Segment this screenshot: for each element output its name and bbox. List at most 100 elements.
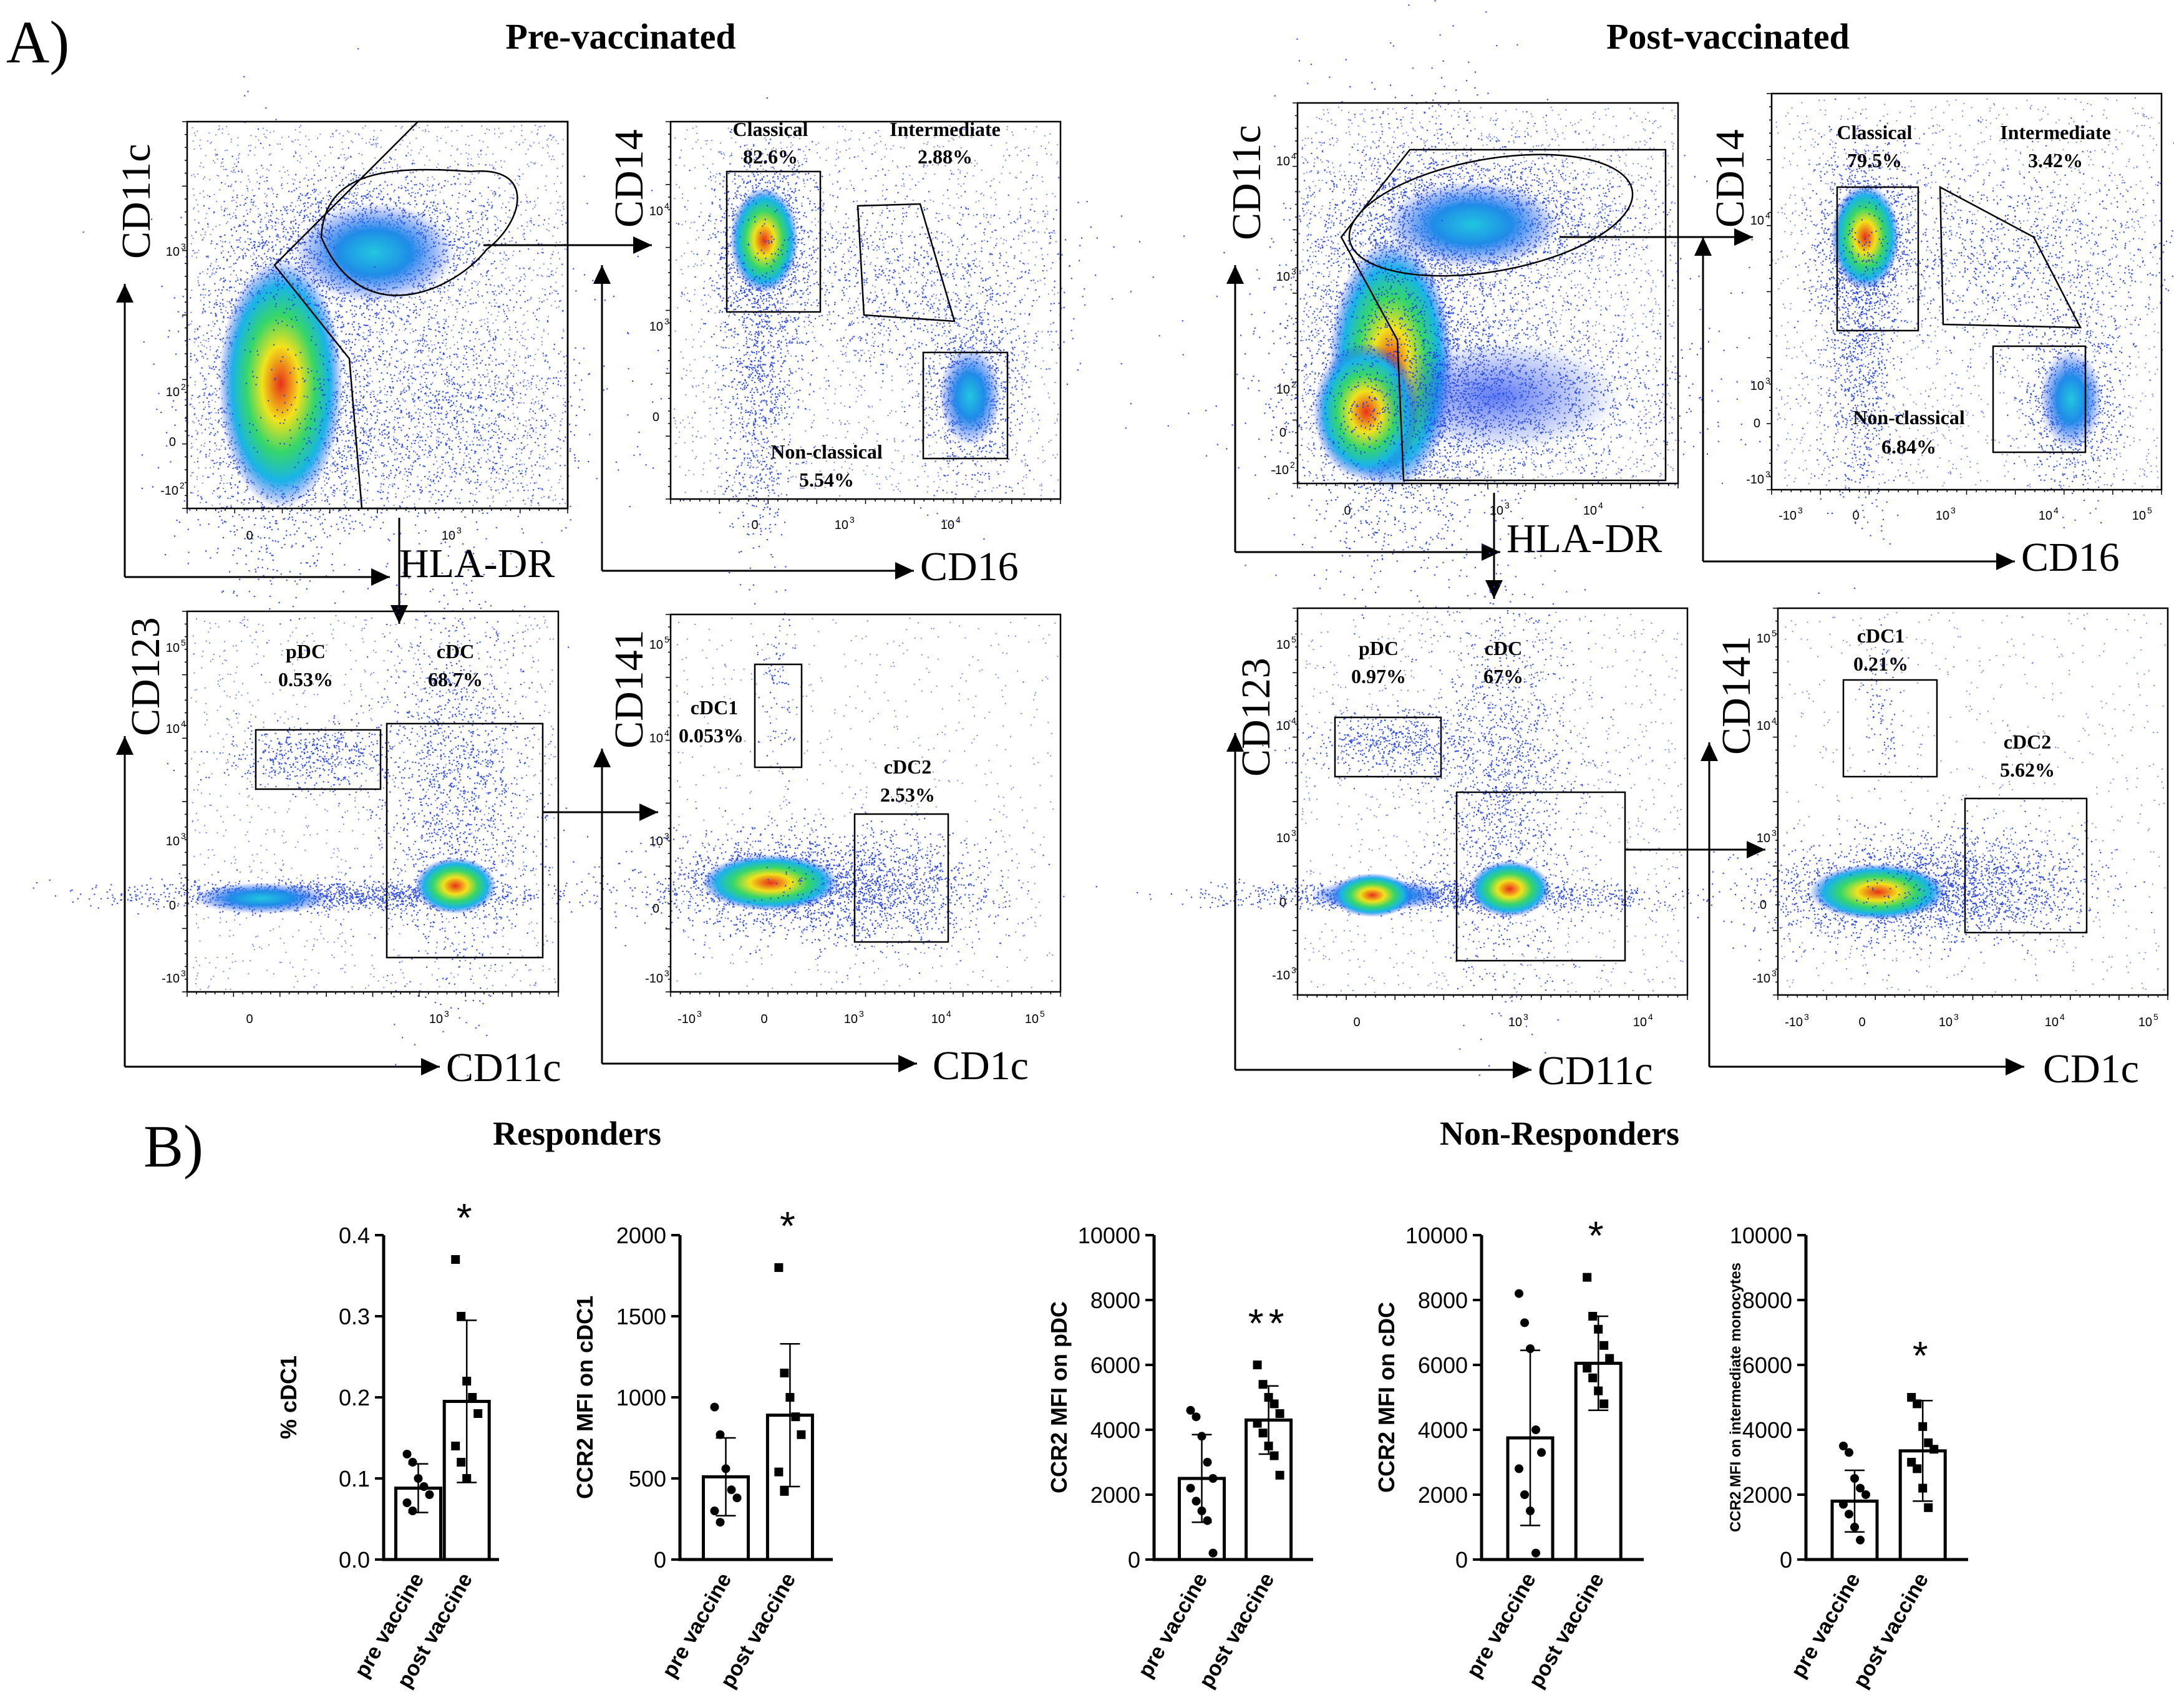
data-point-post (797, 1430, 806, 1439)
data-point-post (457, 1458, 466, 1467)
tick-y-1e3-base: 10 (1757, 832, 1770, 845)
label-cdc1: cDC1 (1857, 624, 1905, 647)
tick-x-m1e3-exp: 3 (697, 1009, 702, 1019)
tick-y-1e5-exp: 5 (664, 634, 669, 644)
tick-y-0: 0 (1754, 417, 1760, 430)
data-point-pre (1845, 1510, 1853, 1519)
tick-y-1e3-base: 10 (166, 835, 180, 848)
tick-y-1e5-exp: 5 (1291, 634, 1296, 644)
tick-x-1e5: 10 5 (2132, 505, 2152, 523)
tick-y-1e5: 10 5 (649, 634, 669, 652)
xlabel-cd1c: CD1c (933, 1043, 1029, 1089)
tick-y-0: 0 (1279, 896, 1286, 910)
tick-x-1e3-base: 10 (442, 529, 455, 543)
xlabel-cd11c: CD11c (446, 1045, 561, 1090)
gate-nonclassical (1992, 345, 2087, 454)
value-pdc: 0.53% (278, 668, 333, 691)
data-point-pre (419, 1482, 429, 1491)
tick-y-1e5: 10 5 (1757, 628, 1777, 646)
y-tick-label: 0.0 (339, 1547, 370, 1573)
data-point-pre (727, 1485, 736, 1495)
tick-y-m1e2: -10 2 (160, 480, 185, 498)
tick-y-1e2: 10 2 (166, 382, 186, 399)
tick-y-1e4-base: 10 (649, 205, 663, 218)
nonclassical-events (875, 272, 1039, 540)
gate-intermediate (1939, 185, 2082, 329)
tick-y-1e4-base: 10 (1750, 214, 1764, 228)
panel-label-a: A) (6, 9, 69, 75)
title-non-responders: Non-Responders (1440, 1115, 1679, 1152)
data-point-pre (408, 1458, 417, 1467)
y-tick-label: 0.4 (339, 1223, 370, 1248)
tick-y-1e3-base: 10 (166, 245, 180, 259)
tick-y-1e4: 10 4 (166, 719, 186, 736)
frame-p3-ticks (182, 611, 559, 997)
arrow-y-cd11c-head (1226, 265, 1244, 284)
plot-cd16-cd14: Classical 79.5% Intermediate 3.42% Non-class… (1706, 92, 2174, 594)
tick-x-1e4: 10 4 (2039, 505, 2059, 523)
tick-y-1e3: 10 3 (166, 241, 186, 259)
ylabel-cd141: CD141 (1714, 636, 1759, 755)
arrow-x-cd16-head (895, 562, 914, 580)
tick-y-1e4-exp: 4 (181, 719, 186, 729)
data-point-pre (1197, 1507, 1206, 1515)
tick-y-1e3: 10 3 (649, 316, 669, 334)
data-point-pre (716, 1430, 725, 1439)
y-tick-label: 10000 (1078, 1223, 1140, 1248)
ylabel-cd11c: CD11c (1224, 125, 1269, 240)
tick-y-1e3: 10 3 (166, 831, 186, 848)
data-point-pre (716, 1518, 725, 1527)
gate-cdc1 (754, 663, 803, 769)
data-point-pre (1203, 1516, 1212, 1525)
tick-y-1e4-exp: 4 (1772, 716, 1777, 725)
data-point-post (462, 1474, 472, 1483)
tick-x-1e3: 10 3 (835, 515, 855, 532)
tick-y-m1e3-exp: 3 (181, 968, 186, 978)
gate-cdc1 (1842, 679, 1938, 778)
ylabel-cd123: CD123 (123, 617, 168, 736)
y-tick-label: 0 (1455, 1547, 1468, 1573)
frame-p4-ticks (1773, 608, 2168, 1000)
tick-y-1e3-exp: 3 (181, 831, 186, 841)
background-events (190, 614, 556, 990)
tick-y-1e2-exp: 2 (1291, 379, 1296, 389)
tick-x-1e3: 10 3 (844, 1009, 864, 1026)
tick-y-1e4: 10 4 (649, 201, 669, 218)
tick-x-1e5: 10 5 (2138, 1012, 2158, 1029)
tick-y-1e4-base: 10 (1276, 155, 1290, 168)
data-point-post (1599, 1341, 1609, 1350)
label-cdc: cDC (1485, 637, 1522, 659)
tick-x-1e4: 10 4 (941, 515, 961, 532)
y-tick-label: 500 (629, 1466, 666, 1492)
tick-y-m1e2-exp: 2 (180, 480, 185, 490)
tick-x-0: 0 (1344, 504, 1351, 518)
data-point-pre (1186, 1483, 1195, 1493)
y-tick-label: 2000 (616, 1223, 666, 1248)
tick-x-1e4-exp: 4 (2054, 505, 2059, 515)
data-point-pre (1531, 1548, 1540, 1558)
y-tick-label: 0 (1128, 1547, 1140, 1573)
data-point-post (451, 1255, 460, 1264)
y-tick-label: 0.1 (339, 1466, 370, 1492)
data-point-post (1924, 1503, 1933, 1512)
tick-y-m1e2-base: -10 (160, 484, 178, 498)
y-axis-label: % cDC1 (276, 1356, 301, 1439)
y-tick-label: 1000 (616, 1385, 666, 1410)
tick-y-1e4-exp: 4 (1291, 151, 1296, 161)
gate-arrow-monocytes-head (1734, 228, 1753, 246)
data-point-post (1264, 1442, 1273, 1450)
value-pdc: 0.97% (1351, 665, 1406, 687)
x-tick-label: pre vaccine (1133, 1569, 1212, 1682)
data-point-pre (710, 1402, 719, 1412)
label-cdc2: cDC2 (2004, 730, 2051, 753)
arrow-x-hladr-head (1482, 543, 1500, 561)
tick-x-1e4: 10 4 (2045, 1012, 2065, 1029)
data-point-post (1929, 1445, 1939, 1454)
tick-x-m1e3-base: -10 (1785, 1016, 1803, 1029)
cd1c-events (1678, 812, 2121, 996)
frame-p1-ticks (182, 121, 568, 513)
data-point-pre (1520, 1318, 1529, 1327)
tick-y-m1e3-exp: 3 (664, 968, 669, 978)
